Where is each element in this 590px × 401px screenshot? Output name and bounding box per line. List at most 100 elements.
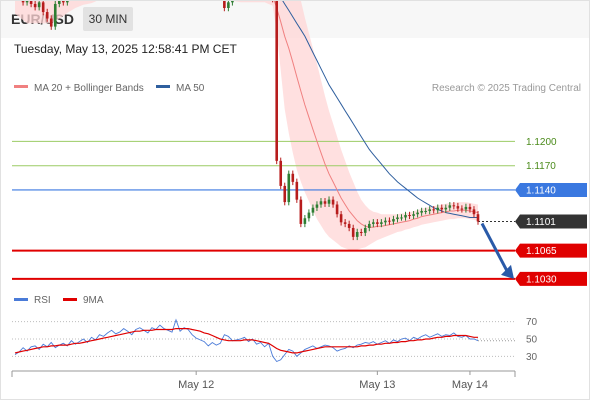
candle-body (412, 214, 415, 216)
candle-body (380, 222, 383, 224)
chart-timestamp: Tuesday, May 13, 2025 12:58:41 PM CET (14, 42, 237, 56)
candle-body (41, 2, 45, 13)
projection-arrow (480, 222, 514, 279)
ma9-line (14, 328, 478, 354)
candle-body (359, 232, 363, 234)
timeframe-button[interactable]: 30 MIN (83, 7, 133, 31)
candle-body (315, 204, 319, 208)
support-price-tag (515, 243, 587, 258)
ma20-legend-swatch (14, 85, 28, 88)
candle-body (33, 3, 37, 8)
time-axis-label: May 12 (178, 379, 214, 391)
candle-body (432, 209, 436, 211)
candle-body (436, 207, 440, 211)
support-price-tag (515, 271, 587, 286)
candle-body (231, 1, 234, 3)
candle-body (472, 209, 476, 215)
rsi-panel: 70 50 30 (12, 317, 538, 363)
candle-body (376, 222, 379, 224)
candle-body (57, 1, 61, 4)
candle-body (339, 214, 343, 223)
candle-body (396, 217, 399, 220)
candle-body (25, 1, 29, 3)
candle-body (444, 207, 448, 210)
candle-body (307, 212, 311, 219)
projection-arrow-shaft (480, 222, 509, 272)
candle-body (49, 18, 53, 27)
bollinger-band (15, 1, 478, 250)
candle-body (223, 1, 226, 8)
candle-body (323, 201, 327, 204)
candle-body (424, 210, 427, 212)
candle-body (287, 173, 291, 203)
pivot-price-tag (515, 182, 587, 197)
candle-body (460, 208, 464, 210)
candle-body (456, 206, 460, 209)
candle-body (468, 206, 472, 210)
candle-body (62, 1, 65, 3)
main-legend: MA 20 + Bollinger Bands MA 50 Research ©… (14, 83, 581, 94)
candle-body (372, 222, 375, 224)
candle-body (295, 181, 299, 200)
candle-body (37, 2, 41, 8)
candle-body (347, 223, 351, 228)
ma50-legend-swatch (156, 85, 170, 88)
moving-averages (273, 1, 479, 228)
candles (21, 1, 480, 241)
candle-body (53, 3, 57, 27)
price-tags: 1.1200 1.1170 1.1140 1.1101 1.1065 1.1030 (515, 137, 587, 286)
candle-body (66, 1, 69, 3)
resistance-label: 1.1200 (526, 137, 557, 148)
copyright-text: Research © 2025 Trading Central (432, 83, 581, 94)
candle-body (283, 185, 287, 203)
candle-body (291, 173, 295, 182)
price-levels (12, 140, 515, 280)
candle-body (363, 227, 367, 233)
candle-body (335, 204, 339, 215)
rsi-legend-swatch (14, 298, 28, 301)
rsi-tick-label: 30 (526, 352, 538, 363)
candle-body (21, 1, 25, 3)
candle-body (45, 12, 49, 19)
candle-body (327, 199, 331, 204)
bollinger-band-area (15, 1, 478, 250)
rsi-tick-label: 50 (526, 335, 538, 346)
candle-body (416, 212, 419, 215)
candle-body (311, 207, 315, 213)
candle-body (351, 227, 355, 237)
candle-body (303, 218, 307, 224)
time-axis-label: May 14 (452, 379, 488, 391)
candle-body (452, 205, 456, 207)
candle-body (299, 199, 303, 224)
resistance-label: 1.1170 (526, 161, 556, 172)
ma50-legend-label: MA 50 (176, 83, 205, 94)
candle-body (404, 215, 407, 218)
last-price-tag (515, 214, 587, 229)
time-axis-label: May 13 (359, 379, 395, 391)
projection-arrow-head (501, 264, 514, 279)
candle-body (343, 222, 347, 224)
candle-body (227, 2, 230, 8)
candle-body (420, 210, 423, 213)
candle-body (275, 1, 278, 161)
rsi-tick-label: 70 (526, 317, 538, 328)
ma9-legend-label: 9MA (83, 295, 104, 306)
candle-body (448, 205, 452, 208)
last-price-label: 1.1101 (526, 217, 556, 228)
candle-body (367, 223, 371, 228)
candle-body (355, 232, 359, 237)
ma20-legend-label: MA 20 + Bollinger Bands (34, 83, 144, 94)
candle-body (319, 201, 323, 205)
support-price-label: 1.1065 (526, 246, 557, 257)
ma50-line (282, 1, 478, 218)
candle-body (464, 206, 468, 210)
candle-body (279, 160, 283, 186)
candle-body (331, 199, 335, 205)
candle-body (428, 209, 431, 211)
candle-body (392, 219, 395, 222)
rsi-legend: RSI 9MA (14, 295, 104, 306)
candle-body (408, 215, 411, 217)
support-price-label: 1.1030 (526, 274, 557, 285)
